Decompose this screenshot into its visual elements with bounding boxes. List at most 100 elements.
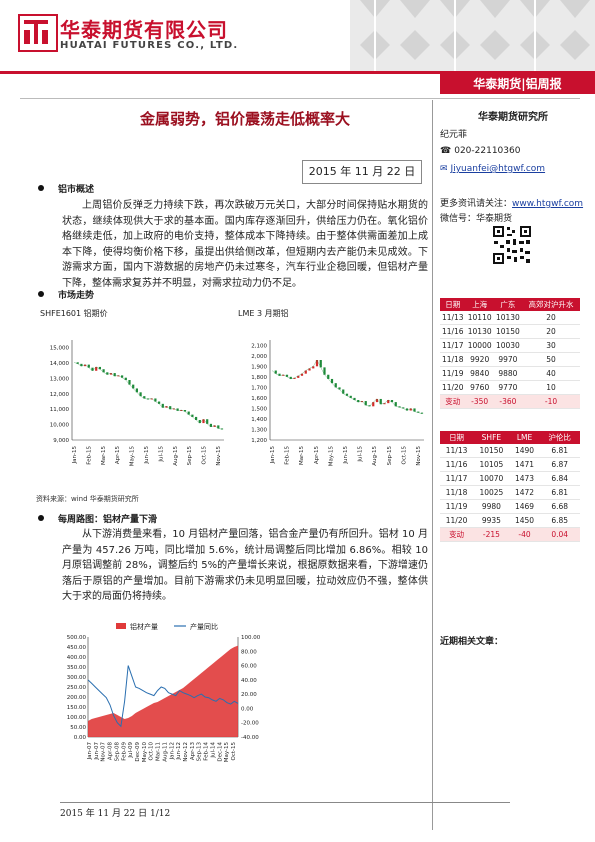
price-candle — [327, 374, 330, 379]
table-cell: 9840 — [465, 366, 494, 381]
y-tick-label: 2,000 — [251, 354, 267, 360]
price-candle — [98, 366, 101, 370]
wechat-id: 微信号：华泰期货 — [440, 214, 513, 224]
x-tick-label: May-15 — [224, 742, 230, 763]
table-cell: 30 — [522, 338, 580, 353]
price-candle — [297, 375, 300, 378]
table-row: 11/17 10000 10030 30 — [440, 338, 580, 353]
price-candle — [417, 411, 420, 413]
table-cell: 50 — [522, 352, 580, 367]
x-tick-label: Jul-15 — [358, 446, 364, 463]
change-row: 变动 -215 -40 0.04 — [440, 527, 580, 542]
left-tick-label: 200.00 — [67, 695, 87, 701]
price-candle — [375, 398, 379, 403]
x-tick-label: May-15 — [328, 446, 334, 467]
price-candle — [106, 372, 109, 375]
futures-header-shfe: SHFE — [473, 431, 510, 444]
y-tick-label: 10,000 — [50, 423, 70, 429]
x-tick-label: Feb-15 — [285, 446, 291, 465]
price-candle — [213, 425, 216, 427]
website-link[interactable]: www.htgwf.com — [512, 199, 584, 209]
price-candle — [315, 360, 319, 367]
x-tick-label: Feb-09 — [121, 742, 127, 761]
chart2-label: LME 3 月期铝 — [238, 309, 289, 318]
right-tick-label: -20.00 — [241, 721, 259, 727]
x-tick-label: May-15 — [130, 446, 136, 467]
phone-line: ☎ 020-22110360 — [440, 146, 520, 156]
phone-number: 020-22110360 — [454, 146, 521, 156]
report-type-tab: 华泰期货|铝周报 — [440, 74, 595, 94]
x-tick-label: Mar-15 — [101, 446, 107, 466]
price-candle — [312, 366, 315, 369]
x-tick-label: Dec-09 — [135, 742, 141, 762]
email-line[interactable]: ✉ Jiyuanfei@htgwf.com — [440, 164, 545, 174]
table-cell: 6.87 — [539, 457, 580, 472]
price-candle — [293, 377, 296, 379]
price-candle — [84, 364, 87, 367]
price-candle — [402, 407, 405, 409]
table-cell: 9880 — [493, 366, 523, 381]
y-tick-label: 12,000 — [50, 392, 70, 398]
section-title-market: 铝市概述 — [58, 185, 95, 195]
price-candle — [394, 402, 397, 407]
x-tick-label: Oct-10 — [149, 742, 155, 761]
section-bullet — [38, 515, 44, 521]
price-candle — [121, 375, 124, 378]
right-tick-label: -40.00 — [241, 735, 259, 741]
x-tick-label: Jul-09 — [128, 742, 134, 759]
x-tick-label: Mar-11 — [156, 742, 162, 761]
price-candle — [338, 387, 341, 390]
table-row: 11/16 10105 1471 6.87 — [440, 457, 580, 472]
table-cell: 6.81 — [539, 485, 580, 500]
price-candle — [180, 410, 183, 411]
price-candle — [420, 412, 424, 414]
lme-price-chart: 2,100 2,000 1,900 1,800 1,700 1,600 1,500 1,400… — [251, 340, 424, 467]
price-candle — [128, 380, 131, 385]
futures-header-lme: LME — [509, 431, 540, 444]
price-candle — [76, 362, 79, 364]
change-row: 变动 -350 -360 -10 — [440, 394, 580, 409]
table-cell: 10 — [522, 380, 580, 395]
price-candle — [117, 375, 120, 377]
sub-rule — [20, 98, 580, 99]
table-row: 11/18 9920 9970 50 — [440, 352, 580, 367]
table-cell: 1469 — [509, 499, 540, 514]
price-candle — [209, 423, 212, 427]
price-candle — [113, 373, 116, 377]
x-tick-label: Nov-07 — [101, 742, 107, 762]
weekly-road-text: 从下游消费量来看，10 月铝材产量回落，铝合金产量仍有所回升。铝材 10 月产量… — [62, 529, 428, 602]
price-candle — [300, 373, 304, 376]
x-tick-label: Jun-15 — [144, 446, 150, 465]
price-candle — [278, 373, 281, 376]
report-title: 金属弱势，铝价震荡走低概率大 — [139, 110, 350, 128]
right-tick-label: 80.00 — [241, 649, 257, 655]
price-candle — [198, 420, 201, 424]
table-cell: 6.68 — [539, 499, 580, 514]
email-link[interactable]: Jiyuanfei@htgwf.com — [450, 164, 546, 174]
price-candle — [91, 367, 94, 371]
table-cell: 10105 — [473, 457, 510, 472]
output-area — [88, 645, 238, 737]
x-tick-label: Jan-15 — [72, 446, 78, 465]
column-divider — [432, 100, 433, 830]
table-cell: 20 — [522, 324, 580, 339]
table-row: 11/19 9840 9880 40 — [440, 366, 580, 381]
left-tick-label: 350.00 — [67, 665, 87, 671]
y-tick-label: 15,000 — [50, 346, 70, 352]
table-cell: 6.84 — [539, 471, 580, 486]
price-candle — [176, 408, 179, 411]
change-cell: 变动 — [440, 394, 466, 409]
price-candle — [95, 366, 98, 371]
x-tick-label: Sep-15 — [187, 446, 193, 466]
price-candle — [289, 376, 292, 379]
price-candle — [217, 425, 220, 429]
price-candle — [274, 370, 277, 374]
more-info-prefix: 更多资讯请关注： — [440, 199, 513, 209]
table-cell: 11/19 — [440, 499, 474, 514]
price-candle — [372, 402, 375, 407]
x-tick-label: Feb-14 — [204, 742, 210, 761]
spot-header-date: 日期 — [440, 298, 466, 311]
y-tick-label: 13,000 — [50, 376, 70, 382]
table-cell: 10150 — [493, 324, 523, 339]
price-candle — [206, 419, 209, 424]
